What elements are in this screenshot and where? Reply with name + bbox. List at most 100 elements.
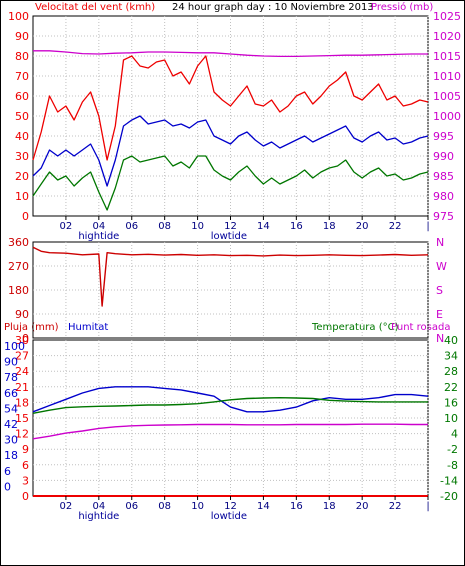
series-line-humidity — [32, 386, 429, 413]
rain-tick-label: 9 — [22, 443, 29, 456]
humidity-axis-title: Humitat — [68, 322, 108, 333]
direction-compass-letter: S — [436, 284, 443, 297]
temperature-tick-label: 16 — [444, 396, 458, 409]
direction-compass-letter: N — [436, 236, 444, 249]
humidity-tick-label: 18 — [4, 449, 18, 462]
tide-label-top: hightide — [78, 231, 119, 242]
time-tick-label-top: 10 — [191, 221, 204, 232]
pressure-tick-label: 1020 — [433, 30, 461, 43]
direction-tick-label: 0 — [22, 332, 29, 345]
temperature-tick-label: -20 — [440, 490, 458, 503]
temperature-tick-label: 40 — [444, 334, 458, 347]
pressure-tick-label: 1010 — [433, 70, 461, 83]
pressure-tick-label: 985 — [433, 170, 454, 183]
time-tick-label-bottom: 20 — [356, 501, 369, 512]
wind-speed-tick-label: 20 — [15, 170, 29, 183]
time-tick-label-top: 08 — [158, 221, 171, 232]
time-tick-label-bottom: 14 — [257, 501, 270, 512]
time-tick-label-top: 12 — [224, 221, 237, 232]
humidity-tick-label: 6 — [4, 465, 11, 478]
time-tick-label-top: | — [426, 221, 429, 232]
pressure-tick-label: 1015 — [433, 50, 461, 63]
time-tick-label-bottom: 22 — [389, 501, 402, 512]
pressure-tick-label: 975 — [433, 210, 454, 223]
wind-speed-tick-label: 30 — [15, 150, 29, 163]
time-tick-label-bottom: 06 — [125, 501, 138, 512]
time-tick-label-bottom: 10 — [191, 501, 204, 512]
humidity-tick-label: 0 — [4, 480, 11, 493]
temperature-tick-label: -14 — [440, 474, 458, 487]
wind-speed-tick-label: 40 — [15, 130, 29, 143]
time-tick-label-bottom: 12 — [224, 501, 237, 512]
direction-tick-label: 90 — [15, 308, 29, 321]
humidity-tick-label: 78 — [4, 371, 18, 384]
graph-date-title: 24 hour graph day : 10 Noviembre 2013 — [172, 2, 374, 13]
time-tick-label-top: 22 — [389, 221, 402, 232]
time-tick-label-top: 18 — [323, 221, 336, 232]
time-tick-label-bottom: 18 — [323, 501, 336, 512]
temperature-tick-label: 10 — [444, 412, 458, 425]
temperature-tick-label: 34 — [444, 350, 458, 363]
humidity-tick-label: 30 — [4, 434, 18, 447]
wind-speed-tick-label: 100 — [8, 10, 29, 23]
rain-tick-label: 27 — [15, 350, 29, 363]
direction-tick-label: 360 — [8, 236, 29, 249]
tide-label-bottom: lowtide — [211, 511, 247, 522]
temperature-tick-label: 28 — [444, 365, 458, 378]
rain-tick-label: 18 — [15, 396, 29, 409]
wind-speed-tick-label: 0 — [22, 210, 29, 223]
temperature-tick-label: -8 — [447, 459, 458, 472]
series-line-pressure — [33, 50, 428, 58]
time-tick-label-top: 04 — [92, 221, 105, 232]
rain-tick-label: 15 — [15, 412, 29, 425]
top-right-title: Pressió (mb) — [371, 1, 433, 13]
series-line-temperature — [32, 397, 428, 414]
series-line-average — [32, 115, 429, 187]
pressure-tick-label: 980 — [433, 190, 454, 203]
dewpoint-axis-title: Punt rosada — [391, 322, 450, 333]
direction-tick-label: 180 — [8, 284, 29, 297]
rain-tick-label: 3 — [22, 474, 29, 487]
time-tick-label-bottom: 04 — [92, 501, 105, 512]
temperature-tick-label: 4 — [451, 428, 458, 441]
tide-label-top: lowtide — [211, 231, 247, 242]
time-tick-label-top: 16 — [290, 221, 303, 232]
rain-tick-label: 0 — [22, 490, 29, 503]
wind-speed-tick-label: 80 — [15, 50, 29, 63]
wind-speed-tick-label: 60 — [15, 90, 29, 103]
rain-axis-title: Pluja (mm) — [4, 322, 59, 333]
rain-tick-label: 12 — [15, 428, 29, 441]
time-tick-label-bottom: | — [426, 501, 429, 512]
top-left-title: Velocitat del vent (kmh) — [35, 2, 155, 13]
humidity-tick-label: 54 — [4, 402, 18, 415]
pressure-tick-label: 1000 — [433, 110, 461, 123]
direction-compass-letter: W — [436, 260, 447, 273]
time-tick-label-bottom: 08 — [158, 501, 171, 512]
time-tick-label-top: 02 — [60, 221, 73, 232]
rain-tick-label: 6 — [22, 459, 29, 472]
wind-speed-tick-label: 50 — [15, 110, 29, 123]
direction-compass-letter: E — [436, 308, 443, 321]
series-line-minimum — [32, 155, 429, 211]
plot-layer: 1009080706050403020100102510201015101010… — [4, 10, 461, 522]
rain-tick-label: 21 — [15, 381, 29, 394]
direction-tick-label: 270 — [8, 260, 29, 273]
temperature-tick-label: -2 — [447, 443, 458, 456]
wind-speed-tick-label: 70 — [15, 70, 29, 83]
wind-speed-tick-label: 10 — [15, 190, 29, 203]
time-tick-label-top: 06 — [125, 221, 138, 232]
time-tick-label-top: 20 — [356, 221, 369, 232]
time-tick-label-bottom: 16 — [290, 501, 303, 512]
direction-compass-letter: N — [436, 332, 444, 345]
temperature-tick-label: 22 — [444, 381, 458, 394]
humidity-tick-label: 66 — [4, 387, 18, 400]
rain-tick-label: 30 — [15, 334, 29, 347]
pressure-tick-label: 995 — [433, 130, 454, 143]
series-line-gust — [32, 55, 429, 161]
tide-label-bottom: hightide — [78, 511, 119, 522]
temperature-axis-title: Temperatura (°C) — [311, 322, 399, 333]
pressure-tick-label: 990 — [433, 150, 454, 163]
rain-tick-label: 24 — [15, 365, 29, 378]
